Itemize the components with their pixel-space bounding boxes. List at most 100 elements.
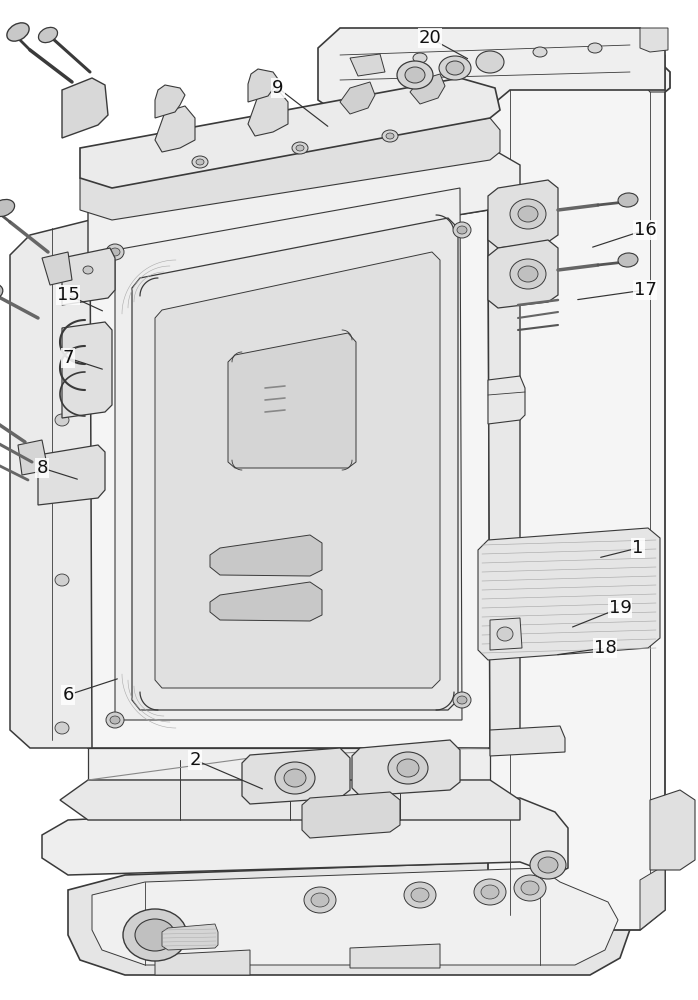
- Polygon shape: [155, 950, 250, 975]
- Polygon shape: [352, 740, 460, 796]
- Ellipse shape: [618, 253, 638, 267]
- Polygon shape: [490, 618, 522, 650]
- Polygon shape: [488, 195, 520, 748]
- Text: 7: 7: [62, 349, 74, 367]
- Polygon shape: [302, 792, 400, 838]
- Polygon shape: [88, 748, 490, 780]
- Text: 20: 20: [419, 29, 441, 47]
- Ellipse shape: [457, 226, 467, 234]
- Ellipse shape: [135, 919, 175, 951]
- Polygon shape: [340, 82, 375, 114]
- Text: 18: 18: [593, 639, 616, 657]
- Ellipse shape: [618, 193, 638, 207]
- Ellipse shape: [311, 893, 329, 907]
- Ellipse shape: [446, 61, 464, 75]
- Polygon shape: [488, 376, 525, 424]
- Ellipse shape: [38, 27, 57, 43]
- Ellipse shape: [588, 43, 602, 53]
- Ellipse shape: [476, 51, 504, 73]
- Ellipse shape: [106, 244, 124, 260]
- Polygon shape: [640, 28, 668, 52]
- Polygon shape: [42, 252, 72, 285]
- Ellipse shape: [386, 133, 394, 139]
- Polygon shape: [318, 28, 665, 115]
- Polygon shape: [488, 240, 558, 308]
- Ellipse shape: [55, 574, 69, 586]
- Ellipse shape: [382, 130, 398, 142]
- Ellipse shape: [411, 888, 429, 902]
- Polygon shape: [155, 252, 440, 688]
- Polygon shape: [490, 726, 565, 756]
- Ellipse shape: [358, 57, 372, 67]
- Polygon shape: [350, 54, 385, 76]
- Ellipse shape: [0, 199, 15, 217]
- Ellipse shape: [275, 762, 315, 794]
- Polygon shape: [650, 790, 695, 870]
- Ellipse shape: [192, 156, 208, 168]
- Polygon shape: [210, 535, 322, 576]
- Polygon shape: [350, 944, 440, 968]
- Ellipse shape: [292, 142, 308, 154]
- Ellipse shape: [284, 769, 306, 787]
- Ellipse shape: [106, 712, 124, 728]
- Polygon shape: [60, 780, 520, 820]
- Ellipse shape: [55, 254, 69, 266]
- Ellipse shape: [405, 67, 425, 83]
- Ellipse shape: [110, 716, 120, 724]
- Polygon shape: [640, 865, 665, 930]
- Ellipse shape: [510, 199, 546, 229]
- Polygon shape: [210, 582, 322, 621]
- Polygon shape: [80, 78, 500, 188]
- Ellipse shape: [413, 53, 427, 63]
- Ellipse shape: [457, 696, 467, 704]
- Polygon shape: [248, 69, 278, 102]
- Ellipse shape: [530, 851, 566, 879]
- Polygon shape: [62, 248, 115, 305]
- Ellipse shape: [397, 61, 433, 89]
- Polygon shape: [42, 798, 568, 875]
- Polygon shape: [248, 90, 288, 136]
- Polygon shape: [155, 85, 185, 118]
- Polygon shape: [640, 48, 665, 92]
- Polygon shape: [410, 74, 445, 104]
- Polygon shape: [162, 924, 218, 950]
- Polygon shape: [88, 210, 490, 748]
- Polygon shape: [38, 445, 105, 505]
- Ellipse shape: [533, 47, 547, 57]
- Ellipse shape: [497, 627, 513, 641]
- Ellipse shape: [55, 414, 69, 426]
- Polygon shape: [488, 48, 670, 930]
- Text: 17: 17: [634, 281, 656, 299]
- Polygon shape: [155, 106, 195, 152]
- Polygon shape: [10, 220, 92, 748]
- Polygon shape: [242, 748, 350, 804]
- Polygon shape: [478, 528, 660, 660]
- Polygon shape: [68, 860, 635, 975]
- Polygon shape: [488, 180, 558, 248]
- Polygon shape: [62, 322, 112, 418]
- Text: 19: 19: [609, 599, 632, 617]
- Ellipse shape: [296, 145, 304, 151]
- Text: 2: 2: [189, 751, 201, 769]
- Polygon shape: [80, 118, 500, 220]
- Ellipse shape: [518, 206, 538, 222]
- Ellipse shape: [123, 909, 187, 961]
- Polygon shape: [115, 188, 462, 720]
- Ellipse shape: [521, 881, 539, 895]
- Text: 6: 6: [62, 686, 74, 704]
- Ellipse shape: [439, 56, 471, 80]
- Polygon shape: [228, 333, 356, 468]
- Polygon shape: [18, 440, 48, 475]
- Text: 1: 1: [632, 539, 644, 557]
- Polygon shape: [88, 142, 520, 275]
- Ellipse shape: [514, 875, 546, 901]
- Ellipse shape: [474, 879, 506, 905]
- Ellipse shape: [481, 885, 499, 899]
- Ellipse shape: [0, 284, 3, 300]
- Ellipse shape: [388, 752, 428, 784]
- Text: 16: 16: [634, 221, 656, 239]
- Text: 8: 8: [36, 459, 47, 477]
- Polygon shape: [62, 78, 108, 138]
- Text: 9: 9: [272, 79, 284, 97]
- Ellipse shape: [397, 759, 419, 777]
